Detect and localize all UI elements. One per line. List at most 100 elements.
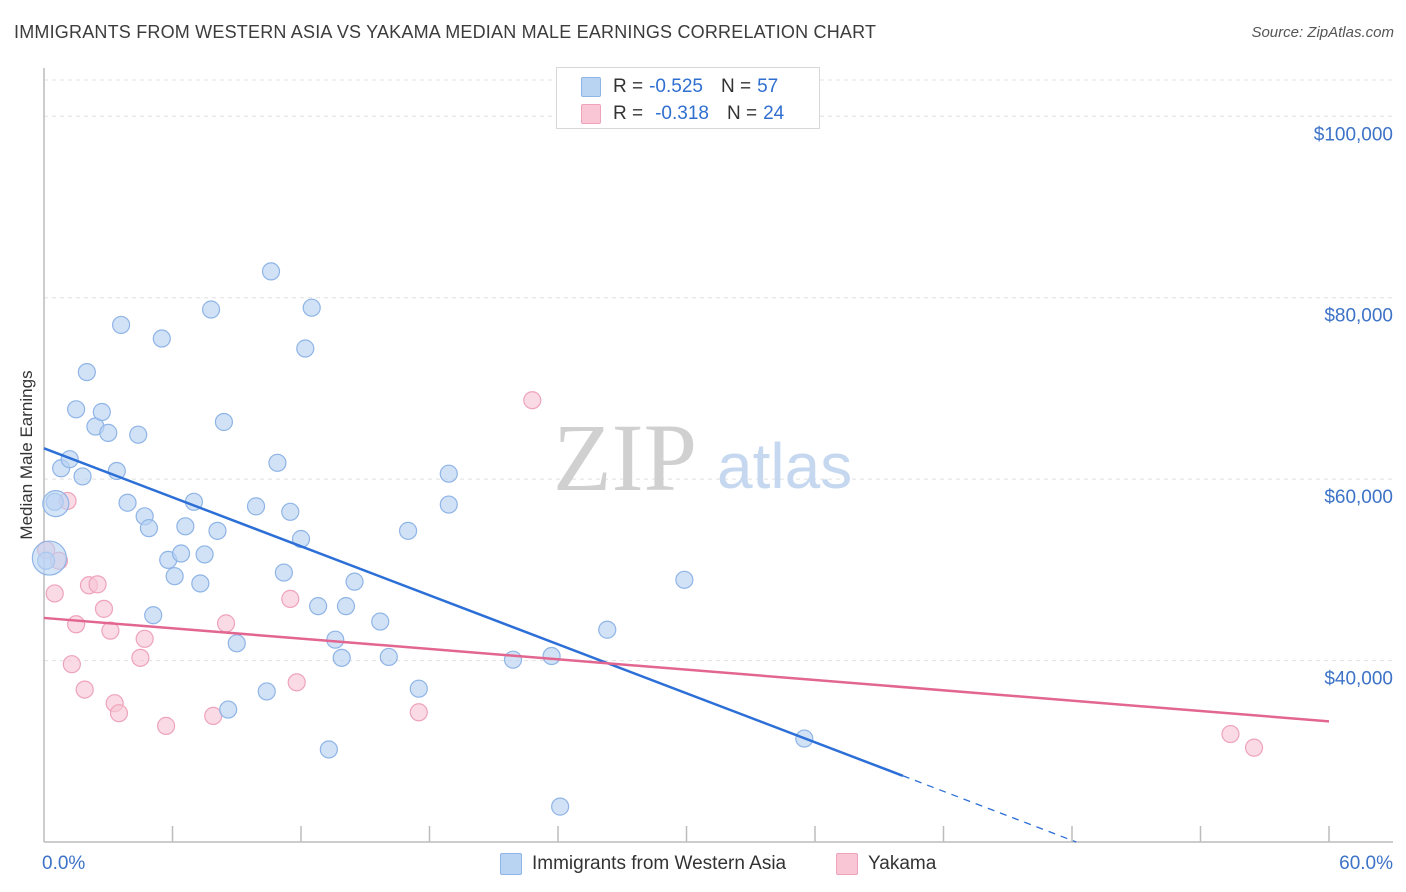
legend-item-western-asia[interactable]: Immigrants from Western Asia (500, 852, 786, 876)
data-point (439, 464, 458, 483)
watermark: ZIP atlas (553, 404, 852, 511)
data-point (523, 391, 542, 410)
data-point (191, 574, 210, 593)
data-point (1221, 724, 1240, 744)
data-point (542, 646, 561, 666)
data-point-large (42, 490, 70, 518)
trend-line-western-asia-extension (902, 775, 1077, 843)
data-point (332, 648, 351, 667)
data-point (309, 597, 328, 616)
data-point (409, 703, 428, 722)
data-point (111, 315, 131, 335)
data-point (118, 493, 137, 512)
r-value: -0.525 (649, 76, 703, 97)
data-point (131, 648, 150, 667)
data-point (201, 300, 221, 319)
data-point (214, 412, 233, 432)
data-point (398, 521, 418, 540)
data-point (165, 567, 184, 586)
data-point (336, 597, 356, 616)
data-point (261, 262, 281, 281)
data-point (62, 655, 81, 674)
blue-swatch (581, 77, 601, 97)
data-point (75, 680, 94, 699)
data-point (156, 716, 176, 735)
data-point (675, 570, 694, 589)
data-point (227, 634, 246, 653)
legend-label: Immigrants from Western Asia (532, 853, 787, 874)
watermark-atlas: atlas (717, 430, 852, 502)
data-point (92, 402, 111, 422)
trend-lines (43, 447, 1330, 843)
series-western-asia-points (31, 262, 814, 816)
data-point (208, 521, 227, 540)
y-tick-label: $40,000 (1324, 669, 1393, 690)
data-point (45, 584, 64, 603)
data-point (439, 495, 458, 514)
data-point (77, 363, 96, 382)
legend-item-yakama[interactable]: Yakama (836, 852, 936, 876)
n-label: N = (726, 103, 758, 124)
data-point (319, 740, 338, 759)
data-point (246, 497, 266, 516)
data-point (195, 545, 214, 564)
n-label: N = (720, 76, 752, 97)
r-value: -0.318 (655, 103, 709, 124)
pink-swatch (581, 104, 601, 124)
data-point (345, 572, 364, 591)
data-point (73, 467, 92, 486)
trend-line-western-asia (43, 447, 904, 777)
data-point (1244, 738, 1264, 757)
r-label: R = (613, 76, 644, 97)
y-axis-label: Median Male Earnings (17, 370, 36, 540)
grid-lines (44, 79, 1393, 662)
data-point (274, 563, 293, 582)
data-point (371, 612, 390, 631)
n-value: 24 (763, 103, 785, 124)
data-point (216, 614, 236, 633)
data-point (67, 615, 86, 634)
watermark-zip: ZIP (553, 404, 697, 511)
y-tick-label: $80,000 (1324, 306, 1393, 327)
data-point (109, 704, 129, 723)
y-tick-label: $60,000 (1324, 487, 1393, 508)
r-label: R = (613, 103, 644, 124)
stats-row-yakama: R = -0.318 N = 24 (581, 102, 784, 126)
data-point (219, 700, 238, 719)
data-point-large (31, 540, 67, 576)
blue-swatch (500, 853, 522, 875)
data-point (302, 298, 321, 317)
data-point (144, 606, 163, 625)
data-point (99, 423, 118, 442)
data-point (409, 679, 428, 698)
data-point (152, 329, 171, 348)
data-point (287, 673, 306, 692)
source-label: Source: ZipAtlas.com (1251, 24, 1394, 41)
n-value: 57 (757, 76, 779, 97)
data-point (268, 453, 287, 472)
data-point (598, 620, 617, 639)
trend-line-yakama (43, 616, 1330, 723)
data-point (296, 339, 315, 358)
x-tick-label: 0.0% (42, 853, 85, 874)
data-point (503, 650, 523, 669)
data-point (551, 797, 570, 816)
data-point (94, 599, 114, 618)
legend-label: Yakama (868, 853, 937, 874)
data-point (281, 589, 300, 608)
data-point (67, 400, 86, 419)
y-tick-label: $100,000 (1314, 124, 1393, 145)
tick-labels: $40,000 $60,000 $80,000 $100,000 0.0% 60.0% (42, 124, 1393, 874)
stats-legend: R = -0.525 N = 57 R = -0.318 N = 24 (556, 67, 820, 129)
stats-row-western-asia: R = -0.525 N = 57 (581, 75, 778, 99)
axes (43, 68, 1393, 843)
data-point (139, 519, 159, 538)
data-point (135, 629, 154, 648)
data-point (257, 682, 276, 701)
pink-swatch (836, 853, 858, 875)
data-point (88, 575, 107, 594)
data-point (171, 544, 191, 563)
data-point (176, 517, 195, 536)
data-point (379, 647, 398, 667)
